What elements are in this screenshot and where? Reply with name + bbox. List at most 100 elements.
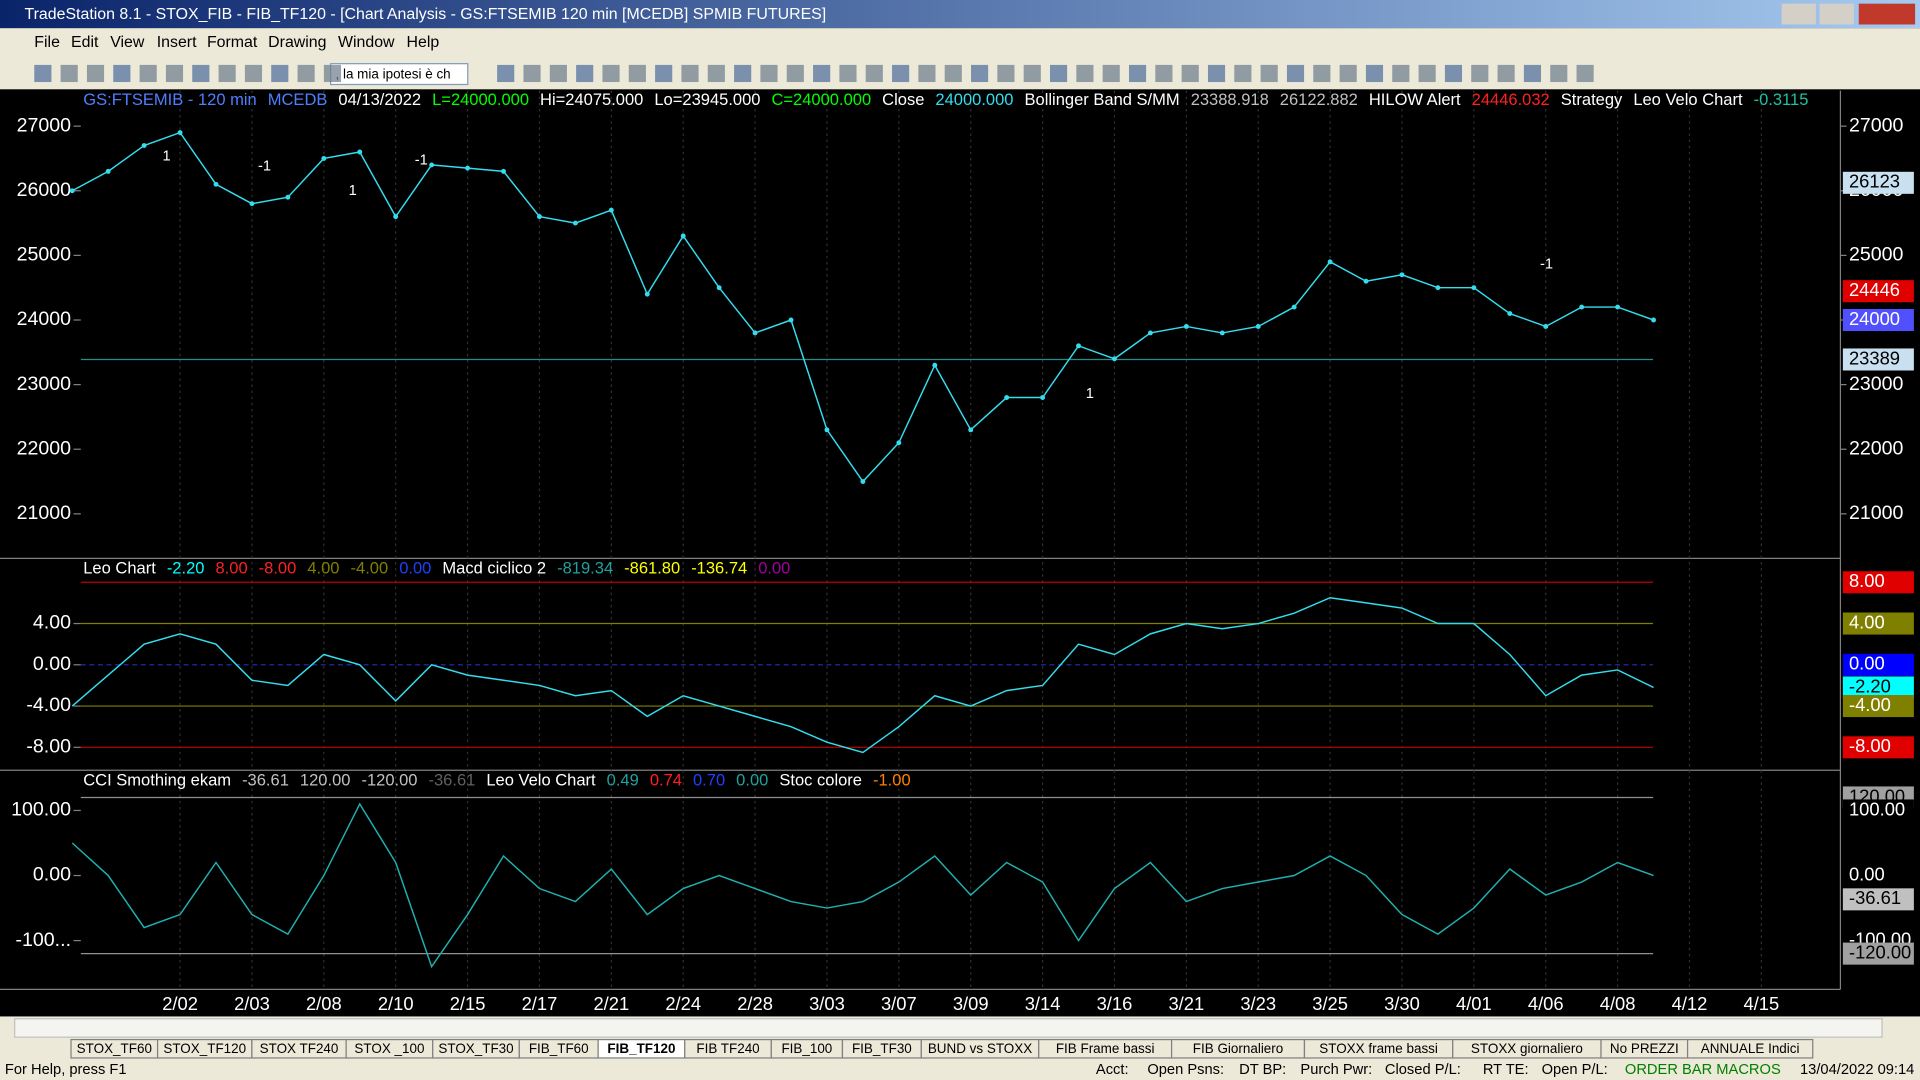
toolbar-button[interactable]	[271, 64, 289, 83]
legend-text: 0.49	[607, 771, 639, 790]
legend-text: 0.00	[736, 771, 768, 790]
toolbar-button[interactable]	[892, 64, 910, 83]
toolbar-button[interactable]	[1576, 64, 1594, 83]
toolbar-button[interactable]	[1234, 64, 1252, 83]
toolbar-button[interactable]	[497, 64, 515, 83]
toolbar-button[interactable]	[523, 64, 541, 83]
toolbar-button[interactable]	[244, 64, 263, 83]
toolbar-button[interactable]	[1365, 64, 1384, 83]
price-dot	[896, 440, 902, 446]
price-dot	[1255, 324, 1261, 329]
x-tick-label: 4/08	[1600, 993, 1636, 1014]
toolbar-button[interactable]	[628, 64, 646, 83]
toolbar-button[interactable]	[918, 64, 936, 83]
toolbar-button[interactable]	[839, 64, 857, 83]
toolbar-button[interactable]	[86, 64, 105, 83]
sheet-tab-label: FIB Giornaliero	[1193, 1041, 1283, 1056]
scrollbar[interactable]	[14, 1018, 1883, 1038]
sheet-tab[interactable]	[1686, 1038, 1814, 1059]
toolbar-button[interactable]	[1313, 64, 1331, 83]
y-tick-label: -4.00	[26, 694, 71, 716]
toolbar-button[interactable]	[997, 64, 1015, 83]
toolbar-button[interactable]	[34, 64, 52, 83]
toolbar-button[interactable]	[1102, 64, 1120, 83]
legend-text: 0.00	[758, 559, 790, 578]
toolbar-button[interactable]	[192, 64, 210, 83]
price-dot	[824, 427, 830, 433]
strategy-label: -1	[1540, 256, 1553, 272]
legend-text: Leo Chart	[83, 559, 156, 578]
legend-text: 04/13/2022	[338, 90, 421, 109]
toolbar-button[interactable]	[139, 64, 157, 83]
y-tick-label: 0.00	[33, 653, 71, 675]
maximize[interactable]	[1819, 3, 1854, 25]
toolbar-button[interactable]	[865, 64, 883, 83]
toolbar-button[interactable]	[218, 64, 236, 83]
status-item: 13/04/2022 09:14	[1800, 1062, 1914, 1078]
price-tag	[1842, 348, 1914, 371]
toolbar-button[interactable]	[1471, 64, 1489, 83]
price-dot	[1076, 343, 1081, 349]
toolbar-button[interactable]	[707, 64, 725, 83]
toolbar-button[interactable]	[113, 64, 131, 83]
y-tick-label: 24000	[17, 308, 72, 330]
menu-item[interactable]: Window	[338, 34, 395, 51]
toolbar-button[interactable]	[1050, 64, 1068, 83]
toolbar-button[interactable]	[549, 64, 567, 83]
price-dot	[1399, 272, 1405, 278]
price-dot	[537, 214, 542, 220]
menu-item[interactable]: View	[110, 34, 145, 51]
toolbar-button[interactable]	[1076, 64, 1094, 83]
toolbar-button[interactable]	[1339, 64, 1357, 83]
menu-item[interactable]: File	[34, 34, 60, 51]
toolbar-button[interactable]	[1181, 64, 1199, 83]
minimize[interactable]	[1781, 3, 1816, 25]
toolbar-button[interactable]	[1128, 64, 1147, 83]
y-tick-label: 100.00	[11, 799, 71, 821]
toolbar-button[interactable]	[602, 64, 620, 83]
y-tick-label: -8.00	[26, 735, 71, 757]
price-tag	[1842, 864, 1914, 887]
toolbar-button[interactable]	[1444, 64, 1463, 83]
toolbar-button[interactable]	[1497, 64, 1515, 83]
toolbar-button[interactable]	[813, 64, 831, 83]
menu-item[interactable]: Edit	[71, 34, 99, 51]
toolbar-button[interactable]	[1392, 64, 1410, 83]
toolbar-button[interactable]	[1260, 64, 1278, 83]
toolbar-button[interactable]	[165, 64, 184, 83]
toolbar-button[interactable]	[1155, 64, 1173, 83]
toolbar-button[interactable]	[323, 64, 342, 83]
toolbar-button[interactable]	[1207, 64, 1226, 83]
price-tag	[1842, 308, 1914, 332]
toolbar-button[interactable]	[1286, 64, 1305, 83]
menu-item[interactable]: Help	[407, 34, 440, 51]
price-tag-label: 24446	[1849, 279, 1900, 300]
toolbar-button[interactable]	[971, 64, 989, 83]
x-tick-label: 3/09	[953, 993, 989, 1014]
toolbar-button[interactable]	[760, 64, 778, 83]
toolbar-button[interactable]	[1550, 64, 1568, 83]
sheet-tab-label: BUND vs STOXX	[928, 1041, 1032, 1056]
close[interactable]	[1858, 3, 1916, 25]
x-tick-label: 4/15	[1744, 993, 1780, 1014]
price-dot	[1112, 356, 1117, 362]
menu-item[interactable]: Insert	[157, 34, 197, 51]
toolbar-button[interactable]	[1023, 64, 1041, 83]
legend-text: 4.00	[307, 559, 339, 578]
toolbar-button[interactable]	[944, 64, 962, 83]
sheet-tab-label: STOX _100	[354, 1041, 424, 1056]
toolbar-button[interactable]	[60, 64, 78, 83]
toolbar-button[interactable]	[1418, 64, 1436, 83]
toolbar-button[interactable]	[681, 64, 699, 83]
toolbar-button[interactable]	[655, 64, 673, 83]
legend-text: 0.70	[693, 771, 725, 790]
menu-item[interactable]: Format	[207, 34, 258, 51]
toolbar-button[interactable]	[576, 64, 594, 83]
toolbar-button[interactable]	[786, 64, 804, 83]
toolbar-button[interactable]	[734, 64, 752, 83]
menu-item[interactable]: Drawing	[268, 34, 326, 51]
status-item: Acct:	[1096, 1062, 1129, 1078]
toolbar-button[interactable]	[1523, 64, 1542, 83]
toolbar-button[interactable]	[297, 64, 315, 83]
